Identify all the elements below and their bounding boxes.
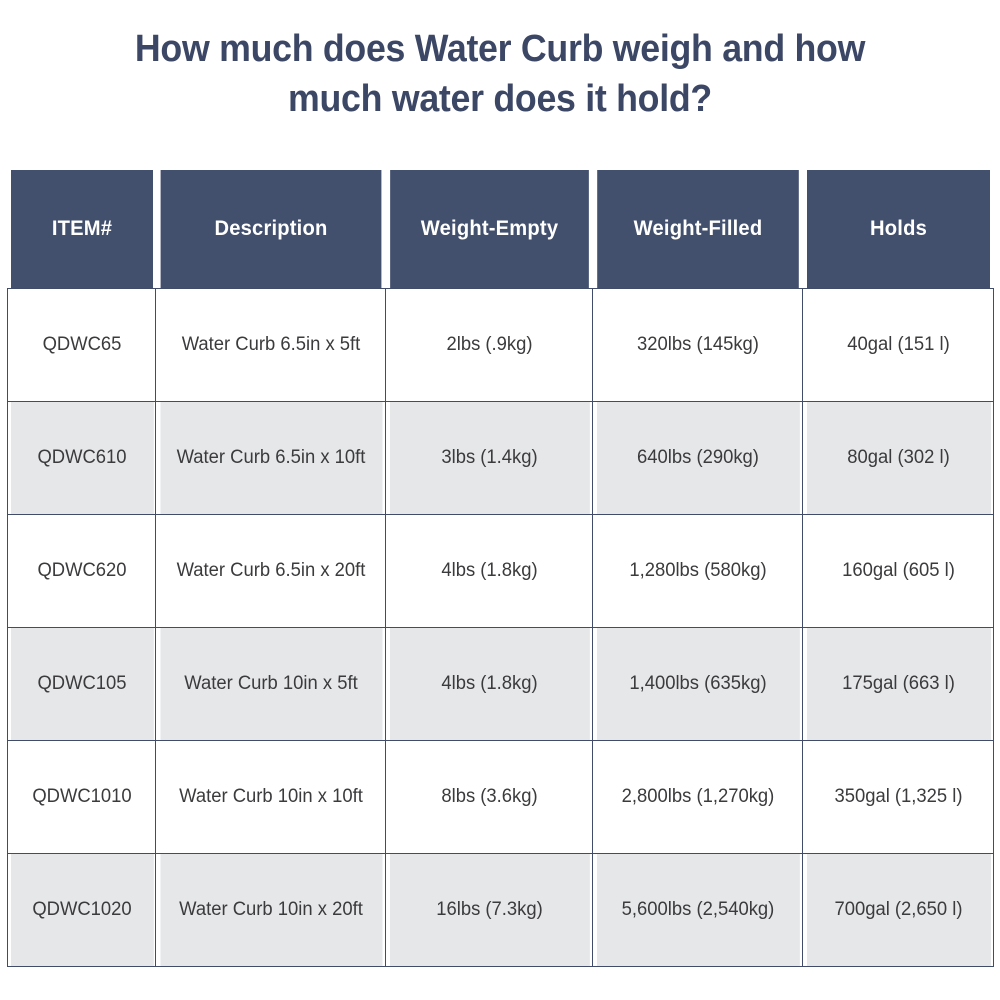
cell-weight-filled: 1,280lbs (580kg): [595, 514, 800, 628]
cell-holds: 350gal (1,325 l): [804, 740, 992, 854]
cell-holds: 700gal (2,650 l): [804, 853, 992, 967]
cell-weight-empty: 8lbs (3.6kg): [388, 740, 590, 854]
cell-weight-empty: 3lbs (1.4kg): [388, 401, 590, 515]
cell-weight-filled: 1,400lbs (635kg): [595, 627, 800, 741]
column-header-weight-filled: Weight-Filled: [596, 170, 799, 289]
cell-weight-filled: 2,800lbs (1,270kg): [595, 740, 800, 854]
cell-weight-filled: 320lbs (145kg): [595, 288, 800, 402]
cell-description: Water Curb 6.5in x 20ft: [158, 514, 383, 628]
column-header-weight-empty: Weight-Empty: [389, 170, 589, 289]
page-title-line-2: much water does it hold?: [288, 78, 712, 120]
cell-item: QDWC610: [9, 401, 154, 515]
cell-item: QDWC65: [9, 288, 154, 402]
cell-weight-filled: 640lbs (290kg): [595, 401, 800, 515]
cell-holds: 80gal (302 l): [804, 401, 992, 515]
column-header-item: ITEM#: [10, 170, 153, 289]
cell-item: QDWC1010: [9, 740, 154, 854]
cell-holds: 160gal (605 l): [804, 514, 992, 628]
table-header-row: ITEM# Description Weight-Empty Weight-Fi…: [8, 170, 994, 289]
cell-description: Water Curb 6.5in x 10ft: [158, 401, 383, 515]
cell-description: Water Curb 10in x 10ft: [158, 740, 383, 854]
cell-description: Water Curb 10in x 5ft: [158, 627, 383, 741]
cell-item: QDWC1020: [9, 853, 154, 967]
cell-weight-empty: 4lbs (1.8kg): [388, 514, 590, 628]
table-row: QDWC1020 Water Curb 10in x 20ft 16lbs (7…: [8, 853, 994, 967]
cell-weight-filled: 5,600lbs (2,540kg): [595, 853, 800, 967]
cell-holds: 175gal (663 l): [804, 627, 992, 741]
cell-item: QDWC105: [9, 627, 154, 741]
table-row: QDWC1010 Water Curb 10in x 10ft 8lbs (3.…: [8, 740, 994, 854]
spec-table-container: ITEM# Description Weight-Empty Weight-Fi…: [7, 170, 993, 967]
table-body: QDWC65 Water Curb 6.5in x 5ft 2lbs (.9kg…: [8, 288, 994, 967]
table-row: QDWC105 Water Curb 10in x 5ft 4lbs (1.8k…: [8, 627, 994, 741]
cell-item: QDWC620: [9, 514, 154, 628]
table-row: QDWC610 Water Curb 6.5in x 10ft 3lbs (1.…: [8, 401, 994, 515]
column-header-description: Description: [160, 170, 381, 289]
cell-description: Water Curb 10in x 20ft: [158, 853, 383, 967]
table-row: QDWC65 Water Curb 6.5in x 5ft 2lbs (.9kg…: [8, 288, 994, 402]
page-title-line-1: How much does Water Curb weigh and how: [134, 28, 866, 70]
page-title: How much does Water Curb weigh and how m…: [30, 0, 970, 124]
table-header: ITEM# Description Weight-Empty Weight-Fi…: [8, 170, 994, 289]
table-row: QDWC620 Water Curb 6.5in x 20ft 4lbs (1.…: [8, 514, 994, 628]
column-header-holds: Holds: [806, 170, 990, 289]
cell-holds: 40gal (151 l): [804, 288, 992, 402]
cell-description: Water Curb 6.5in x 5ft: [158, 288, 383, 402]
cell-weight-empty: 2lbs (.9kg): [388, 288, 590, 402]
cell-weight-empty: 16lbs (7.3kg): [388, 853, 590, 967]
cell-weight-empty: 4lbs (1.8kg): [388, 627, 590, 741]
spec-table: ITEM# Description Weight-Empty Weight-Fi…: [7, 170, 994, 967]
